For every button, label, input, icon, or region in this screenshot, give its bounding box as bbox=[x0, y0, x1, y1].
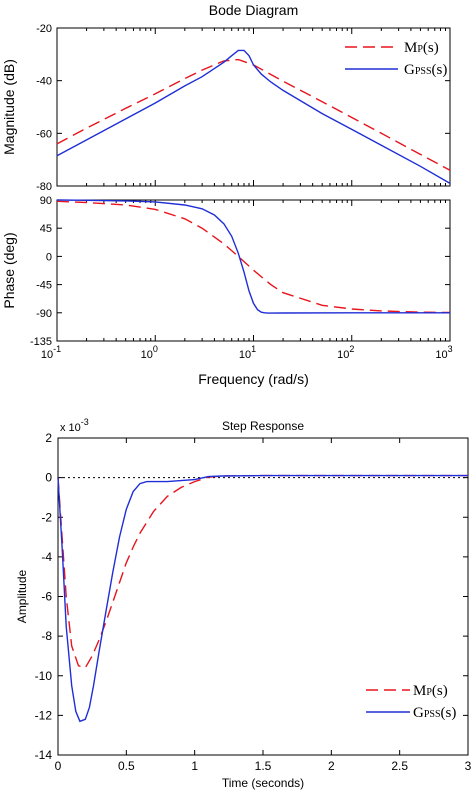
step-legend-label-tail: (s) bbox=[432, 683, 448, 699]
phase-series-gpsss bbox=[56, 199, 450, 314]
bode-xtick-label: 101 bbox=[239, 344, 256, 361]
bode-legend-label-tail: (s) bbox=[432, 62, 448, 78]
step-legend-label: MP(s) bbox=[413, 683, 448, 699]
bode-legend-label-main: M bbox=[404, 40, 417, 56]
step-legend-label-tail: (s) bbox=[441, 705, 457, 721]
step-ytick-label: -14 bbox=[35, 748, 53, 762]
step-ytick-label: -10 bbox=[35, 669, 53, 683]
step-xtick-label: 1.5 bbox=[255, 759, 272, 773]
bode-legend-label-main: G bbox=[404, 62, 415, 78]
bode-xtick-label-base: 10 bbox=[435, 349, 447, 361]
phase-ytick-label: -90 bbox=[36, 308, 52, 320]
bode-legend-label: MP(s) bbox=[404, 40, 439, 56]
magnitude-ytick-label: -80 bbox=[36, 181, 52, 193]
magnitude-ytick-label: -40 bbox=[36, 76, 52, 88]
step-xtick-label: 0.5 bbox=[118, 759, 135, 773]
step-ytick-label: -6 bbox=[41, 590, 52, 604]
magnitude-axes-frame bbox=[56, 27, 451, 187]
bode-xtick-label: 100 bbox=[141, 344, 158, 361]
bode-xtick-label: 102 bbox=[337, 344, 354, 361]
bode-xtick-label-base: 10 bbox=[141, 349, 153, 361]
step-ytick-label: 2 bbox=[45, 431, 52, 445]
step-legend-label-main: M bbox=[413, 683, 426, 699]
bode-legend-label-sub: P bbox=[417, 44, 423, 55]
step-y-multiplier-exp: -3 bbox=[81, 417, 89, 427]
bode-xtick-label-exp: 1 bbox=[251, 344, 256, 354]
bode-xtick-label: 103 bbox=[435, 344, 452, 361]
bode-legend-label-tail: (s) bbox=[423, 40, 439, 56]
phase-ytick-label: -45 bbox=[36, 280, 52, 292]
step-ytick-label: -8 bbox=[41, 629, 52, 643]
magnitude-panel: -80 -60 -40 -20 Magnitude (dB) bbox=[1, 23, 451, 193]
bode-xtick-label-exp: -1 bbox=[53, 344, 61, 354]
step-legend-label-sub: P bbox=[426, 687, 432, 698]
step-y-multiplier: x 10-3 bbox=[60, 417, 89, 434]
phase-series-mps bbox=[56, 200, 451, 314]
step-ytick-label: -2 bbox=[41, 510, 52, 524]
step-ytick-label: -4 bbox=[41, 550, 52, 564]
phase-panel: -135 -90 -45 0 45 90 Phase (deg) bbox=[1, 195, 451, 348]
magnitude-ylabel: Magnitude (dB) bbox=[1, 59, 17, 155]
step-legend-label: GPSS(s) bbox=[413, 705, 456, 721]
bode-xtick-label-exp: 0 bbox=[153, 344, 158, 354]
step-ytick-label: -12 bbox=[35, 708, 53, 722]
step-xlabel: Time (seconds) bbox=[222, 776, 304, 790]
step-axes-frame bbox=[57, 437, 469, 756]
magnitude-series-mps bbox=[56, 58, 451, 171]
step-legend-label-main: G bbox=[413, 705, 424, 721]
magnitude-ytick-label: -60 bbox=[36, 128, 52, 140]
magnitude-series-gpsss bbox=[56, 49, 451, 185]
bode-legend: MP(s)GPSS(s) bbox=[345, 40, 447, 78]
phase-ytick-label: 90 bbox=[40, 195, 52, 207]
bode-title: Bode Diagram bbox=[209, 2, 299, 18]
step-xtick-label: 2 bbox=[328, 759, 335, 773]
step-series-gpsss bbox=[57, 474, 468, 723]
bode-legend-label-sub: PSS bbox=[415, 66, 432, 77]
step-ytick-label: 0 bbox=[45, 471, 52, 485]
bode-xtick-label-base: 10 bbox=[239, 349, 251, 361]
step-panel: Step Response -14 -12 -10 -8 -6 -4 -2 0 2 0 0.5 1 1.5… bbox=[15, 419, 472, 790]
step-title: Step Response bbox=[222, 419, 304, 433]
step-xtick-label: 1 bbox=[191, 759, 198, 773]
phase-ytick-label: 0 bbox=[46, 251, 52, 263]
bode-xtick-label-base: 10 bbox=[41, 349, 53, 361]
step-y-multiplier-base: x 10 bbox=[60, 422, 81, 434]
bode-xtick-label-exp: 3 bbox=[448, 344, 453, 354]
bode-xlabel: Frequency (rad/s) bbox=[198, 371, 308, 387]
step-xtick-label: 2.5 bbox=[391, 759, 408, 773]
bode-legend-label: GPSS(s) bbox=[404, 62, 447, 78]
step-ylabel: Amplitude bbox=[15, 570, 29, 624]
phase-ytick-label: -135 bbox=[30, 336, 52, 348]
phase-ytick-label: 45 bbox=[40, 223, 52, 235]
bode-xtick-label-exp: 2 bbox=[349, 344, 354, 354]
bode-xtick-label-base: 10 bbox=[337, 349, 349, 361]
phase-ylabel: Phase (deg) bbox=[1, 232, 17, 308]
step-xtick-label: 3 bbox=[465, 759, 472, 773]
step-legend-label-sub: PSS bbox=[424, 709, 441, 720]
bode-xtick-label: 10-1 bbox=[41, 344, 61, 361]
step-xtick-label: 0 bbox=[55, 759, 62, 773]
step-legend: MP(s)GPSS(s) bbox=[366, 683, 456, 721]
magnitude-ytick-label: -20 bbox=[36, 23, 52, 35]
